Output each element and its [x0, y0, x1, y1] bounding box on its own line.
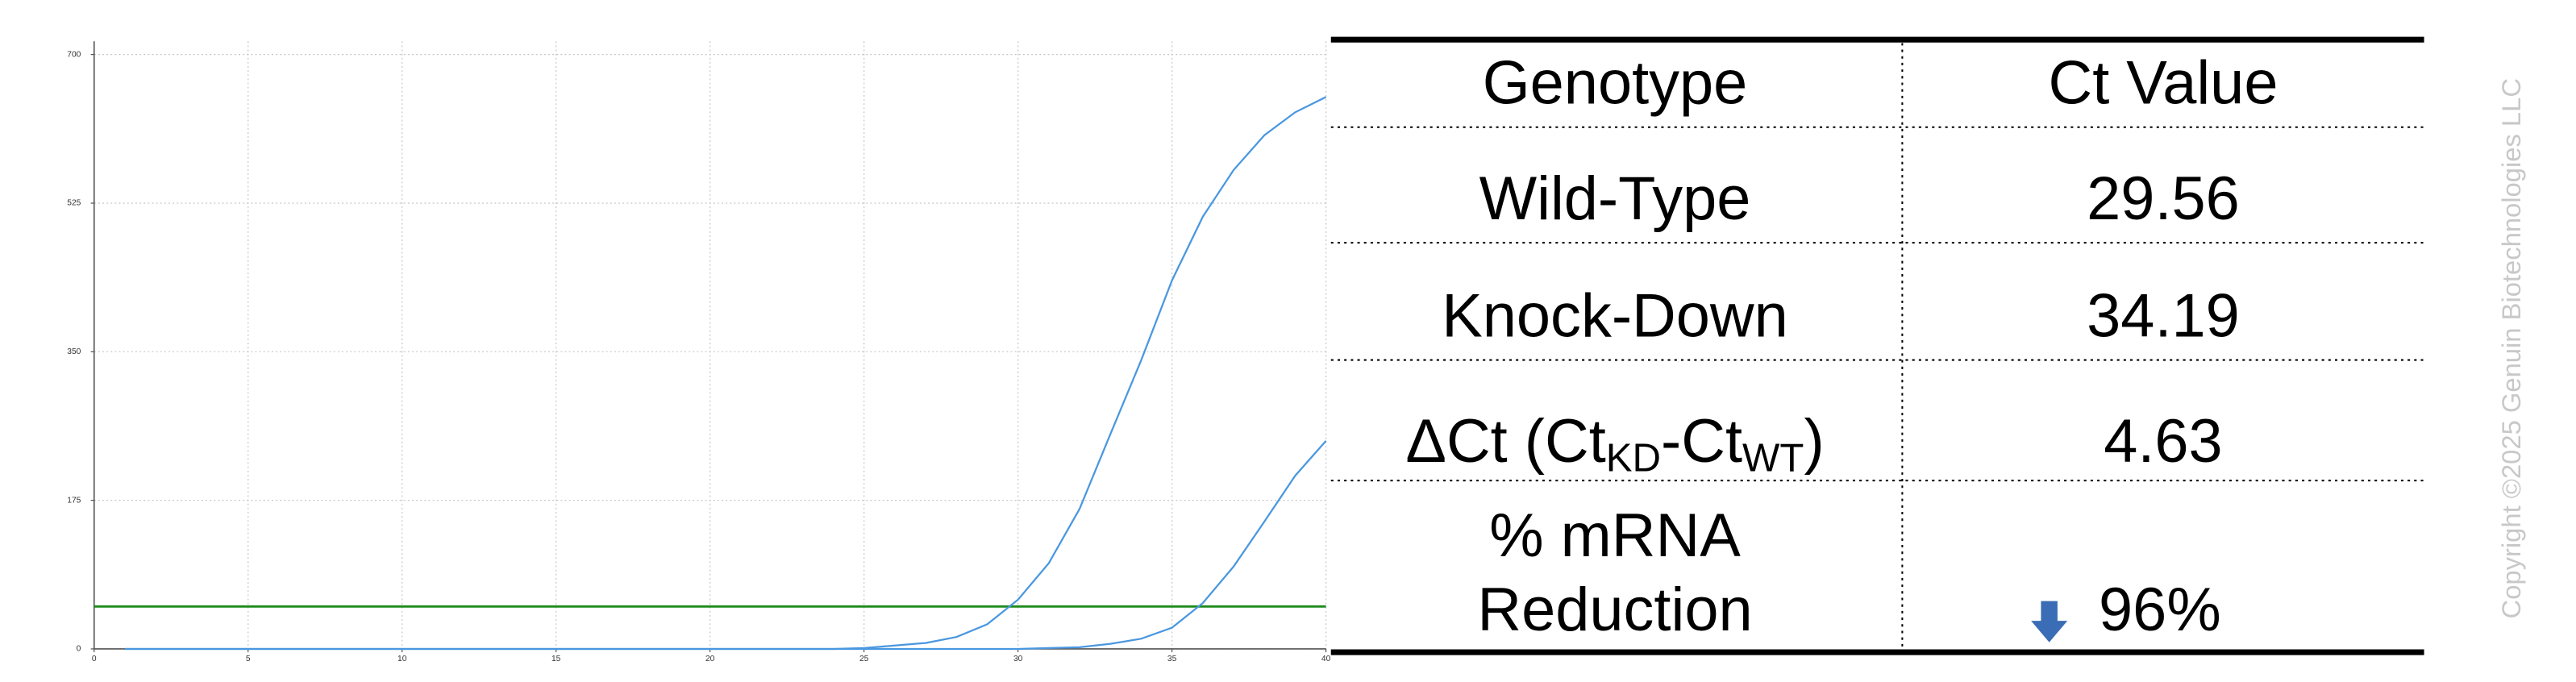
x-tick-label: 10 — [397, 655, 407, 663]
cell-text: ΔCt (CtKD-CtWT) — [1405, 407, 1824, 480]
x-tick-label: 15 — [551, 655, 561, 663]
header-cell: Genotype — [1483, 49, 1748, 118]
x-tick-label: 5 — [246, 655, 251, 663]
subscript: KD — [1606, 436, 1661, 480]
amplification-curve — [124, 96, 1327, 651]
x-tick-label: 40 — [1321, 655, 1331, 663]
cell-text: 4.63 — [2104, 407, 2222, 476]
cell-part: ) — [1804, 407, 1824, 476]
header-cell: Ct Value — [2048, 49, 2278, 118]
table: Genotype Ct Value Wild-Type 29.56 Knock-Down… — [1330, 36, 2424, 655]
subscript: WT — [1742, 436, 1804, 480]
cell-text: Knock-Down — [1442, 281, 1788, 350]
watermark: Copyright ©2025 Genuin Biotechnologies L… — [2496, 78, 2526, 618]
cell-text: Wild-Type — [1479, 164, 1751, 233]
cell-text: Reduction — [1477, 576, 1752, 644]
cell-part: -Ct — [1661, 407, 1742, 476]
y-tick-label: 175 — [67, 496, 81, 505]
cell-part: ΔCt (Ct — [1405, 407, 1605, 476]
x-tick-label: 35 — [1167, 655, 1177, 663]
y-tick-label: 700 — [67, 50, 81, 59]
x-tick-label: 30 — [1013, 655, 1023, 663]
cell-text: 96% — [2099, 576, 2221, 644]
x-tick-label: 0 — [92, 655, 97, 663]
y-tick-label: 0 — [77, 645, 81, 654]
y-tick-label: 350 — [67, 347, 81, 356]
down-arrow-icon — [2031, 601, 2068, 642]
x-tick-label: 20 — [705, 655, 715, 663]
cell-text: % mRNA — [1489, 501, 1741, 570]
y-tick-label: 525 — [67, 199, 81, 208]
chart: 0 175 350 525 700 0 5 10 15 20 25 30 35 40 — [67, 41, 1331, 663]
cell-text: 29.56 — [2087, 164, 2240, 233]
x-tick-label: 25 — [859, 655, 869, 663]
cell-text: 34.19 — [2087, 281, 2240, 350]
amplification-curve — [124, 440, 1327, 651]
